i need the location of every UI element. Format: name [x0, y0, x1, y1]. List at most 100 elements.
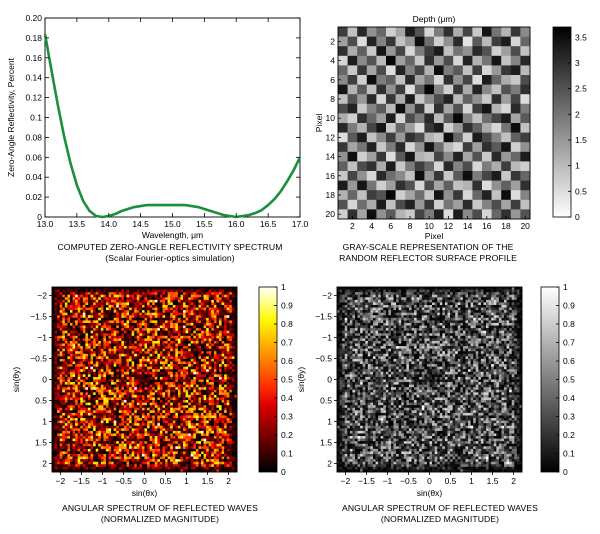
angular-color-speckle-cell: [193, 376, 197, 380]
angular-color-speckle-cell: [154, 376, 158, 380]
angular-color-speckle-cell: [152, 364, 156, 367]
angular-color-speckle-cell: [147, 333, 150, 337]
angular-color-speckle-cell: [226, 289, 230, 293]
angular-color-speckle-cell: [144, 322, 148, 326]
angular-color-speckle-cell: [149, 384, 153, 388]
angular-color-speckle-cell: [175, 346, 179, 349]
angular-color-speckle-cell: [95, 379, 99, 383]
angular-color-speckle-cell: [131, 405, 135, 409]
angular-color-speckle-cell: [57, 302, 60, 306]
angular-color-speckle-cell: [231, 353, 235, 357]
angular-color-speckle-cell: [69, 382, 73, 385]
angular-color-speckle-cell: [193, 320, 197, 324]
angular-color-speckle-cell: [219, 328, 222, 331]
angular-color-speckle-cell: [206, 438, 209, 442]
surface-cell: [434, 123, 444, 133]
angular-color-speckle-cell: [231, 374, 235, 378]
angular-color-speckle-cell: [52, 405, 55, 409]
angular-color-speckle-cell: [136, 400, 140, 403]
angular-color-speckle-cell: [183, 322, 186, 326]
angular-color-speckle-cell: [175, 374, 179, 378]
surface-cell: [482, 36, 492, 47]
angular-color-speckle-cell: [59, 387, 63, 391]
angular-color-speckle-cell: [226, 443, 230, 447]
angular-color-speckle-cell: [183, 302, 186, 306]
angular-color-speckle-cell: [157, 374, 161, 378]
angular-color-speckle-cell: [69, 297, 73, 301]
surface-cell: [414, 27, 425, 37]
angular-color-speckle-cell: [121, 328, 125, 331]
angular-color-speckle-cell: [165, 343, 168, 347]
angular-color-speckle-cell: [113, 351, 117, 355]
angular-color-speckle-cell: [72, 343, 76, 347]
surface-colorbar: [552, 26, 572, 218]
angular-color-speckle-cell: [95, 441, 99, 444]
angular-color-speckle-cell: [224, 402, 227, 406]
angular-color-speckle-cell: [162, 415, 166, 419]
angular-color-speckle-cell: [113, 340, 117, 344]
angular-color-speckle-cell: [123, 418, 127, 421]
angular-color-speckle-cell: [67, 384, 71, 388]
angular-color-speckle-cell: [211, 299, 215, 303]
angular-color-speckle-cell: [147, 397, 150, 401]
angular-color-speckle-cell: [108, 299, 112, 303]
angular-color-speckle-cell: [167, 415, 171, 419]
angular-color-speckle-cell: [69, 287, 73, 290]
angular-color-speckle-cell: [175, 343, 179, 347]
angular-color-speckle-cell: [90, 356, 94, 360]
angular-color-speckle-cell: [100, 407, 104, 411]
angular-color-speckle-cell: [134, 379, 138, 383]
angular-color-speckle-cell: [90, 361, 94, 365]
angular-color-speckle-cell: [147, 436, 150, 439]
angular-color-speckle-cell: [234, 441, 238, 444]
angular-color-speckle-cell: [154, 389, 158, 393]
angular-color-speckle-cell: [147, 405, 150, 409]
angular-color-speckle-cell: [175, 322, 179, 326]
angular-color-speckle-cell: [221, 369, 225, 373]
angular-color-speckle-cell: [190, 315, 194, 319]
angular-color-speckle-cell: [221, 358, 225, 362]
angular-color-speckle-cell: [221, 392, 225, 396]
angular-color-speckle-cell: [167, 443, 171, 447]
angular-color-speckle-cell: [211, 387, 215, 391]
angular-color-speckle-cell: [93, 330, 96, 334]
angular-color-speckle-cell: [216, 348, 220, 352]
angular-color-speckle-cell: [216, 418, 220, 421]
angular-color-speckle-cell: [175, 325, 179, 329]
angular-color-speckle-cell: [180, 351, 184, 355]
angular-color-speckle-cell: [231, 328, 235, 331]
angular-color-speckle-cell: [134, 376, 138, 380]
angular-color-speckle-cell: [90, 335, 94, 339]
surface-cell: [414, 180, 425, 191]
angular-color-speckle-cell: [54, 415, 58, 419]
angular-color-speckle-cell: [231, 289, 235, 293]
angular-color-speckle-cell: [185, 330, 189, 334]
angular-color-speckle-cell: [149, 335, 153, 339]
angular-color-speckle-cell: [201, 420, 204, 424]
angular-color-speckle-cell: [198, 412, 202, 416]
angular-color-speckle-cell: [154, 294, 158, 298]
angular-color-speckle-cell: [69, 369, 73, 373]
angular-color-speckle-cell: [77, 310, 81, 313]
angular-color-speckle-cell: [226, 343, 230, 347]
angular-color-speckle-cell: [118, 333, 122, 337]
angular-color-speckle-cell: [159, 317, 163, 321]
angular-color-speckle-cell: [126, 425, 130, 429]
angular-color-speckle-cell: [52, 438, 55, 442]
surface-cell: [386, 190, 396, 201]
angular-color-speckle-cell: [62, 374, 66, 378]
angular-color-speckle-cell: [113, 382, 117, 385]
angular-color-speckle-cell: [165, 438, 168, 442]
angular-color-speckle-cell: [123, 307, 127, 311]
angular-color-speckle-cell: [221, 379, 225, 383]
angular-color-speckle-cell: [213, 428, 217, 432]
angular-color-speckle-cell: [93, 382, 96, 385]
angular-color-speckle-cell: [136, 394, 140, 398]
angular-color-speckle-cell: [229, 400, 233, 403]
angular-color-speckle-cell: [170, 340, 174, 344]
surface-cell: [472, 180, 483, 191]
angular-color-speckle-cell: [177, 410, 181, 414]
angular-color-speckle-cell: [185, 361, 189, 365]
angular-color-speckle-cell: [100, 364, 104, 367]
angular-color-speckle-cell: [152, 382, 156, 385]
